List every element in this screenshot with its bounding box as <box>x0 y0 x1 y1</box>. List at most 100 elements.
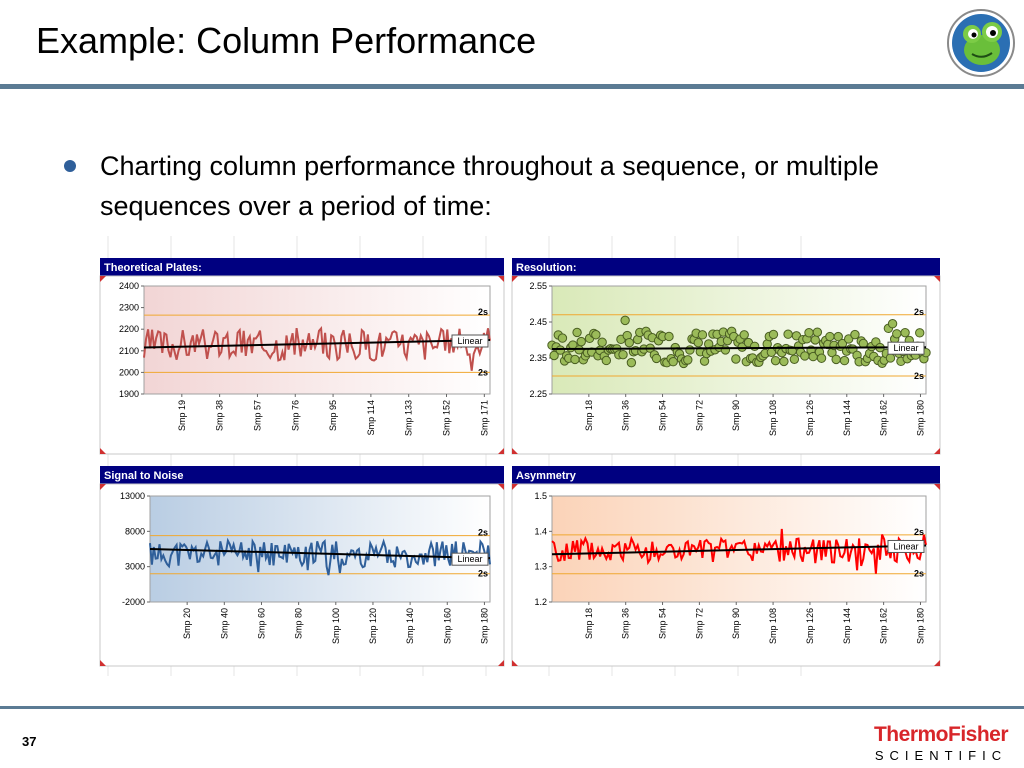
brand-name: ThermoFisher <box>873 723 1009 746</box>
data-point <box>624 337 635 348</box>
trend-line <box>149 548 491 560</box>
data-point <box>576 336 586 347</box>
corner-marker <box>512 660 518 666</box>
corner-marker <box>100 660 106 666</box>
data-point <box>549 350 559 361</box>
data-point <box>843 334 854 344</box>
trend-line <box>551 544 927 556</box>
data-point <box>683 355 693 365</box>
chart-header-bar <box>100 466 504 484</box>
brand-logo: ThermoFisher SCIENTIFIC <box>866 724 1016 764</box>
corner-marker <box>498 660 504 666</box>
x-tick-label: Smp 18 <box>584 400 594 431</box>
x-tick-label: Smp 76 <box>290 400 300 431</box>
x-tick-label: Smp 95 <box>328 400 338 431</box>
data-point <box>591 330 601 340</box>
x-tick-label: Smp 108 <box>768 608 778 644</box>
x-tick-label: Smp 162 <box>879 400 889 436</box>
trend-label: Linear <box>457 336 482 346</box>
trend-label: Linear <box>893 541 918 551</box>
data-point <box>693 337 703 348</box>
x-tick-label: Smp 40 <box>219 608 229 639</box>
x-tick-label: Smp 18 <box>584 608 594 639</box>
x-tick-label: Smp 152 <box>442 400 452 436</box>
x-tick-label: Smp 54 <box>658 608 668 639</box>
slide-title: Example: Column Performance <box>36 20 537 61</box>
corner-marker <box>100 484 106 490</box>
trend-label: Linear <box>893 343 918 353</box>
y-tick-label: -2000 <box>122 597 145 607</box>
x-tick-label: Smp 180 <box>915 400 925 436</box>
corner-marker <box>100 276 106 282</box>
data-point <box>749 341 760 352</box>
corner-marker <box>498 448 504 454</box>
x-tick-label: Smp 180 <box>479 608 489 644</box>
data-point <box>597 337 607 347</box>
y-tick-label: 2200 <box>119 324 139 334</box>
y-tick-label: 13000 <box>120 491 145 501</box>
series-line <box>551 528 927 574</box>
x-tick-label: Smp 54 <box>658 400 668 431</box>
data-point <box>731 354 741 364</box>
frog-mascot-icon <box>947 9 1015 77</box>
x-tick-label: Smp 36 <box>621 400 631 431</box>
x-tick-label: Smp 140 <box>405 608 415 644</box>
limit-label: 2s <box>478 569 488 579</box>
data-point <box>783 329 793 339</box>
y-tick-label: 2100 <box>119 346 139 356</box>
chart-panel-0: Theoretical Plates: 2400 2300 2200 2100 2000 1… <box>99 258 505 455</box>
x-tick-label: Smp 20 <box>182 608 192 639</box>
x-tick-label: Smp 72 <box>694 400 704 431</box>
y-tick-label: 1.4 <box>534 526 547 536</box>
title-divider <box>0 84 1024 89</box>
data-point <box>770 355 781 366</box>
y-tick-label: 8000 <box>125 526 145 536</box>
y-tick-label: 2.25 <box>529 389 547 399</box>
brand-subtitle: SCIENTIFIC <box>874 748 1008 763</box>
x-tick-label: Smp 60 <box>256 608 266 639</box>
trend-label-box <box>887 341 925 355</box>
x-tick-label: Smp 100 <box>331 608 341 644</box>
x-tick-label: Smp 38 <box>215 400 225 431</box>
data-point <box>831 354 841 365</box>
y-tick-label: 2300 <box>119 303 139 313</box>
data-point <box>768 329 779 340</box>
x-tick-label: Smp 72 <box>694 608 704 639</box>
data-point <box>557 333 568 343</box>
data-point <box>664 331 674 342</box>
limit-label: 2s <box>478 367 488 377</box>
data-point <box>779 356 789 367</box>
trend-line <box>143 339 491 349</box>
data-point <box>570 354 580 365</box>
data-point <box>850 329 860 340</box>
data-point <box>699 356 710 366</box>
x-tick-label: Smp 126 <box>805 400 815 436</box>
chart-panels: Theoretical Plates: 2400 2300 2200 2100 2000 1… <box>99 236 941 676</box>
limit-label: 2s <box>914 307 924 317</box>
corner-marker <box>512 484 518 490</box>
limit-label: 2s <box>478 528 488 538</box>
data-point <box>601 355 612 366</box>
trend-label: Linear <box>457 554 482 564</box>
chart-panel-2: Signal to Noise 13000 8000 3000 -2000 Smp 20 S… <box>99 466 505 667</box>
x-tick-label: Smp 144 <box>842 400 852 436</box>
data-point <box>812 327 823 337</box>
chart-header-bar <box>512 258 940 276</box>
corner-marker <box>498 484 504 490</box>
corner-marker <box>934 276 940 282</box>
bullet-text: Charting column performance throughout a… <box>100 151 879 221</box>
x-tick-label: Smp 80 <box>294 608 304 639</box>
x-tick-label: Smp 180 <box>915 608 925 644</box>
data-point <box>810 335 820 345</box>
corner-marker <box>498 276 504 282</box>
data-point <box>572 327 582 338</box>
x-tick-label: Smp 108 <box>768 400 778 436</box>
x-tick-label: Smp 114 <box>366 400 376 435</box>
x-tick-label: Smp 144 <box>842 608 852 644</box>
x-tick-label: Smp 57 <box>252 400 262 431</box>
data-point <box>839 355 850 366</box>
x-tick-label: Smp 126 <box>805 608 815 644</box>
y-tick-label: 2.45 <box>529 317 547 327</box>
limit-label: 2s <box>914 371 924 381</box>
data-point <box>720 345 731 355</box>
